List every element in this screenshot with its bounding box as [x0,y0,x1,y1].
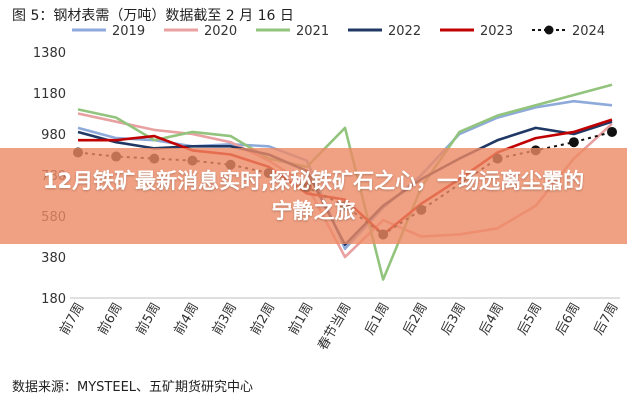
x-tick-label: 后2周 [401,301,431,338]
legend-item-2019: 2019 [72,24,145,39]
x-tick-label: 后3周 [439,301,469,338]
overlay-headline: 12月铁矿最新消息实时,探秘铁矿石之心，一场远离尘嚣的宁静之旅 [42,169,585,223]
x-tick-label: 春节当周 [315,301,354,354]
legend-marker [544,25,554,35]
x-tick-label: 后6周 [553,301,583,338]
legend-item-2020: 2020 [164,24,237,39]
x-tick-label: 前2周 [247,300,278,338]
legend-item-2022: 2022 [348,24,421,39]
y-tick-label: 980 [41,128,66,143]
x-tick-label: 前3周 [209,300,240,338]
legend-label: 2023 [480,24,513,39]
overlay-banner: 12月铁矿最新消息实时,探秘铁矿石之心，一场远离尘嚣的宁静之旅 [0,148,627,244]
x-tick-label: 前1周 [285,300,316,338]
data-point [568,137,579,148]
x-tick-label: 后4周 [477,300,507,337]
x-tick-label: 前6周 [95,300,126,338]
figure-title: 图 5：钢材表需（万吨）数据截至 2 月 16 日 [12,8,294,24]
legend-label: 2019 [112,24,145,39]
y-tick-label: 1380 [33,46,66,61]
legend-label: 2022 [388,24,421,39]
series-2022 [77,120,613,246]
x-tick-label: 后7周 [591,301,621,338]
legend-item-2024: 2024 [532,24,605,39]
legend-label: 2021 [296,24,329,39]
chart-legend: 2019 2020 2021 2022 2023 2024 [72,24,605,39]
x-tick-label: 前4周 [171,300,202,338]
y-tick-label: 1180 [33,87,66,102]
series-line-2021 [77,83,613,281]
legend-item-2023: 2023 [440,24,513,39]
series-line-2022 [77,120,613,246]
source-note: 数据来源：MYSTEEL、五矿期货研究中心 [12,380,254,395]
x-tick-label: 后1周 [362,301,392,338]
y-tick-label: 380 [41,251,66,266]
x-axis: 前7周 前6周 前5周 前4周 前3周 前2周 前1周 春节当周 后1周 后2周 后3周 后4周 后5周… [56,297,621,354]
legend-item-2021: 2021 [256,24,329,39]
legend-label: 2020 [204,24,237,39]
x-tick-label: 后5周 [515,301,545,338]
x-tick-label: 前5周 [133,300,164,338]
y-tick-label: 180 [41,292,66,307]
series-2021 [77,83,613,281]
legend-label: 2024 [572,24,605,39]
data-point [607,126,617,137]
